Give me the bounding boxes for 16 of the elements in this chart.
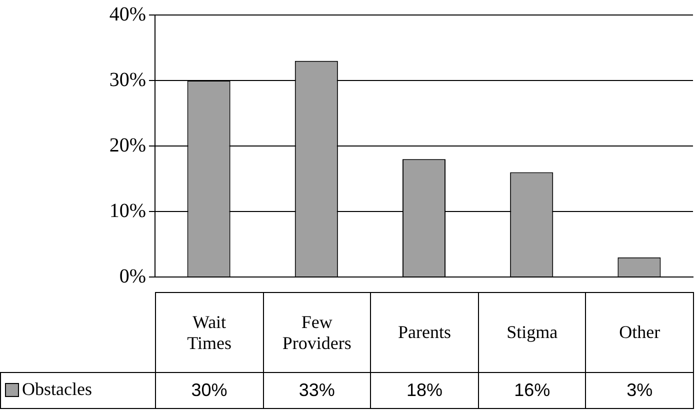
legend-label: Obstacles <box>22 379 92 400</box>
data-label: 33% <box>263 372 371 408</box>
data-label: 3% <box>586 372 694 408</box>
data-label: 16% <box>478 372 586 408</box>
x-tick-label: Other <box>618 322 662 343</box>
data-label: 18% <box>370 372 478 408</box>
y-tick-label: 40% <box>109 3 146 26</box>
y-tick-label: 0% <box>119 265 146 288</box>
x-tick-label: Stigma <box>506 322 559 343</box>
x-tick-label: Few Providers <box>281 312 352 354</box>
y-tick-label: 20% <box>109 134 146 156</box>
y-tick-label: 10% <box>109 200 146 222</box>
x-tick-label: Parents <box>396 322 452 343</box>
y-tick-label: 30% <box>109 68 146 91</box>
x-tick-label: Wait Times <box>186 312 232 354</box>
data-label: 30% <box>156 372 264 408</box>
